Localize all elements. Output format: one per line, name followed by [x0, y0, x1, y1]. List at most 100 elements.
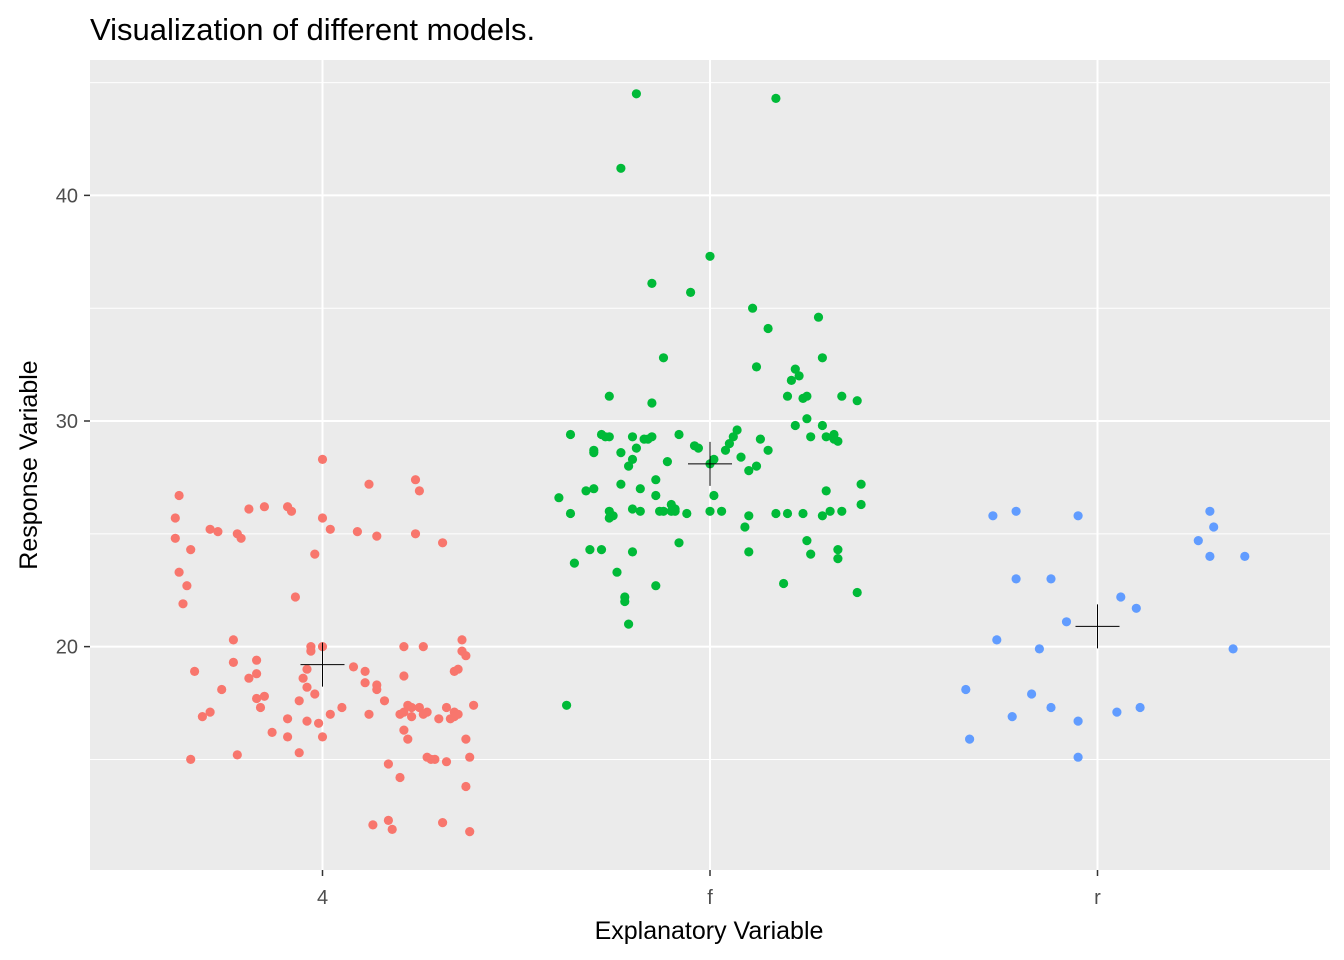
data-point — [961, 684, 971, 695]
data-point — [662, 457, 673, 467]
data-point — [317, 513, 328, 523]
data-point — [290, 592, 300, 602]
data-point — [317, 732, 328, 742]
data-point — [267, 727, 277, 738]
data-point — [228, 635, 238, 645]
data-point — [190, 666, 200, 677]
data-point — [817, 353, 828, 363]
data-point — [283, 714, 293, 724]
data-point — [461, 651, 471, 661]
data-point — [298, 673, 308, 683]
data-point — [596, 545, 607, 555]
data-point — [624, 461, 634, 471]
data-point — [259, 691, 269, 701]
data-point — [1240, 551, 1250, 562]
data-point — [422, 707, 432, 717]
data-point — [720, 445, 731, 455]
data-point — [763, 445, 773, 455]
data-point — [581, 486, 591, 496]
data-point — [1205, 551, 1215, 562]
data-point — [604, 391, 614, 401]
data-point — [306, 642, 316, 652]
data-point — [283, 732, 293, 742]
data-point — [647, 278, 657, 288]
data-point — [829, 429, 839, 440]
data-point — [806, 432, 816, 442]
data-point — [806, 549, 816, 559]
data-point — [302, 682, 312, 692]
data-point — [1011, 574, 1021, 584]
data-point — [585, 545, 595, 555]
data-point — [627, 432, 638, 442]
data-point — [407, 702, 417, 713]
data-point — [658, 506, 669, 516]
data-point — [403, 734, 413, 744]
data-point — [213, 527, 223, 537]
data-point — [821, 486, 831, 496]
data-point — [782, 508, 793, 519]
data-point — [620, 596, 630, 607]
data-point — [802, 414, 812, 424]
data-point — [627, 547, 638, 557]
data-point — [453, 709, 463, 719]
data-point — [1131, 603, 1141, 613]
data-point — [786, 375, 797, 385]
data-point — [817, 420, 828, 431]
data-point — [612, 567, 622, 577]
data-point — [833, 436, 843, 446]
data-point — [821, 432, 831, 442]
data-point — [302, 716, 312, 726]
data-point — [624, 619, 634, 629]
data-point — [686, 287, 696, 297]
data-point — [565, 429, 576, 440]
data-point — [709, 454, 719, 464]
data-point — [178, 599, 188, 609]
data-point — [724, 439, 735, 449]
mean-markers — [300, 441, 1120, 687]
data-point — [751, 362, 762, 372]
data-point — [790, 364, 800, 374]
data-point — [1073, 752, 1083, 762]
data-point — [647, 432, 657, 442]
data-point — [372, 531, 382, 541]
data-point — [728, 432, 738, 442]
x-tick-label: r — [1094, 887, 1101, 909]
mean-cross-marker — [1075, 604, 1120, 649]
data-point — [174, 567, 184, 577]
data-point — [364, 479, 374, 489]
data-point — [631, 443, 642, 453]
data-point — [589, 484, 599, 494]
data-point — [1209, 522, 1219, 532]
data-point — [1228, 644, 1238, 654]
data-point — [732, 425, 742, 435]
x-tick-label: f — [707, 887, 713, 909]
data-point — [647, 398, 657, 408]
data-point — [635, 484, 645, 494]
data-point — [352, 527, 362, 537]
data-point — [1027, 689, 1037, 699]
data-point — [182, 581, 192, 591]
data-point — [1046, 574, 1056, 584]
y-tick-label: 30 — [56, 411, 78, 433]
data-point — [705, 251, 715, 261]
data-point — [457, 635, 467, 645]
data-point — [674, 429, 684, 440]
y-axis: 20 30 40 — [56, 185, 90, 659]
data-point — [813, 312, 824, 322]
data-point — [236, 533, 246, 543]
data-point — [837, 391, 847, 401]
data-point — [414, 702, 424, 713]
data-point — [852, 396, 862, 406]
data-point — [294, 696, 304, 706]
gridlines — [90, 60, 1330, 870]
data-point — [434, 714, 444, 724]
data-point — [670, 504, 680, 514]
data-point — [441, 702, 452, 713]
x-axis-title: Explanatory Variable — [595, 917, 824, 945]
data-point — [651, 581, 661, 591]
data-point — [186, 754, 196, 765]
data-point — [197, 712, 207, 722]
data-point — [833, 554, 843, 564]
data-point — [616, 479, 626, 489]
data-point — [438, 538, 448, 548]
